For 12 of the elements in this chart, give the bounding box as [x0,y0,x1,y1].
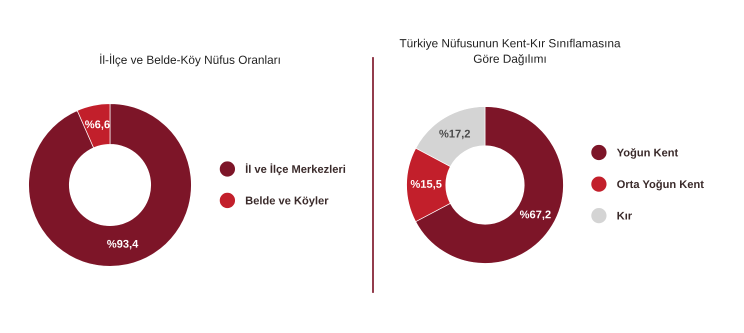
data-label: %15,5 [410,180,442,190]
legend-label: Orta Yoğun Kent [617,180,704,190]
chart-title: İl-İlçe ve Belde-Köy Nüfus Oranları [100,54,280,66]
data-label: %17,2 [439,130,470,140]
donut-slice [28,103,192,267]
chart-title: Türkiye Nüfusunun Kent-Kır Sınıflamasına Göre Dağılımı [400,38,621,66]
legend-label: İl ve İlçe Merkezleri [246,163,346,176]
legend-label: Kır [617,212,632,220]
legend-label: Yoğun Kent [616,148,678,159]
data-label: %93,4 [107,240,138,250]
data-label: %67,2 [520,210,551,220]
legend-label: Belde ve Köyler [246,196,328,207]
